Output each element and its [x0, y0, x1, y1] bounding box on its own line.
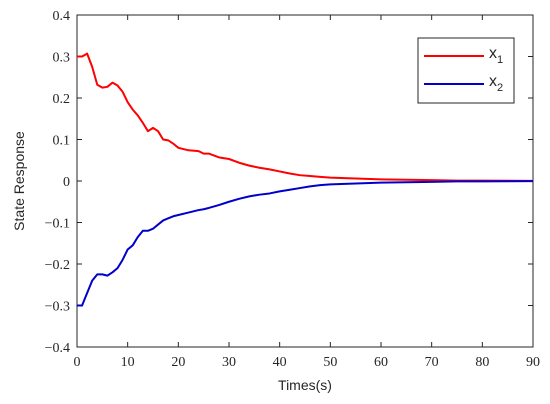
x-tick-label: 40	[273, 355, 287, 370]
y-tick-label: 0.3	[53, 51, 71, 66]
x-tick-label: 90	[526, 355, 540, 370]
series-line-x2	[77, 180, 534, 307]
legend-box	[417, 37, 515, 104]
x-tick-label: 0	[74, 355, 81, 370]
x-tick-label: 50	[323, 355, 337, 370]
y-tick-label: 0	[63, 175, 70, 190]
legend-label-x2-subscript: 2	[497, 82, 503, 94]
x-tick-label: 80	[475, 355, 489, 370]
y-tick-label: −0.3	[45, 300, 70, 315]
series-lines	[77, 52, 534, 307]
series-line-x1	[77, 52, 534, 182]
x-tick-label: 10	[121, 355, 135, 370]
x-tick-label: 60	[374, 355, 388, 370]
x-tick-label: 20	[171, 355, 185, 370]
legend-label-x1-name: x	[489, 45, 497, 62]
x-axis-label: Times(s)	[278, 377, 332, 393]
legend-label-x2: x2	[489, 73, 503, 94]
legend-label-x1: x1	[489, 45, 503, 66]
y-tick-label: 0.1	[53, 134, 71, 149]
y-tick-label: −0.2	[45, 258, 70, 273]
legend: x1 x2	[417, 37, 515, 104]
x-tick-label: 30	[222, 355, 236, 370]
axis-tick-labels: 0 10 20 30 40 50 60 70 80 90 −0.4 −0.3 −0.2 −0.1 0 0.1 0…	[45, 9, 540, 370]
legend-label-x2-name: x	[489, 73, 497, 90]
x-tick-label: 70	[425, 355, 439, 370]
y-axis-label: State Response	[11, 131, 27, 231]
y-tick-label: 0.4	[53, 9, 71, 24]
y-tick-label: −0.1	[45, 217, 70, 232]
y-tick-label: 0.2	[53, 92, 71, 107]
legend-label-x1-subscript: 1	[497, 54, 503, 66]
y-tick-label: −0.4	[45, 341, 70, 356]
